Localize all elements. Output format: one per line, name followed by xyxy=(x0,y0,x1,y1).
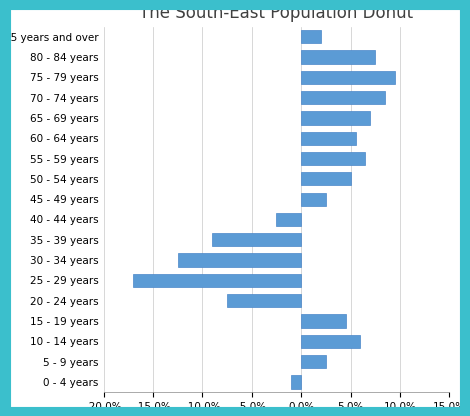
Bar xyxy=(227,294,301,307)
Bar xyxy=(301,30,321,43)
Bar xyxy=(291,375,301,389)
Bar xyxy=(301,314,345,328)
Bar xyxy=(301,355,326,368)
Bar xyxy=(301,91,385,104)
Title: The South-East Population Donut: The South-East Population Donut xyxy=(140,4,414,22)
Bar xyxy=(301,172,351,186)
Bar xyxy=(301,71,395,84)
Bar xyxy=(301,193,326,206)
Bar xyxy=(301,131,355,145)
Bar xyxy=(301,111,370,124)
Bar xyxy=(133,274,301,287)
Bar xyxy=(301,50,375,64)
Bar xyxy=(301,335,360,348)
Bar xyxy=(212,233,301,246)
Bar xyxy=(301,152,365,165)
Bar xyxy=(276,213,301,226)
Bar xyxy=(178,253,301,267)
